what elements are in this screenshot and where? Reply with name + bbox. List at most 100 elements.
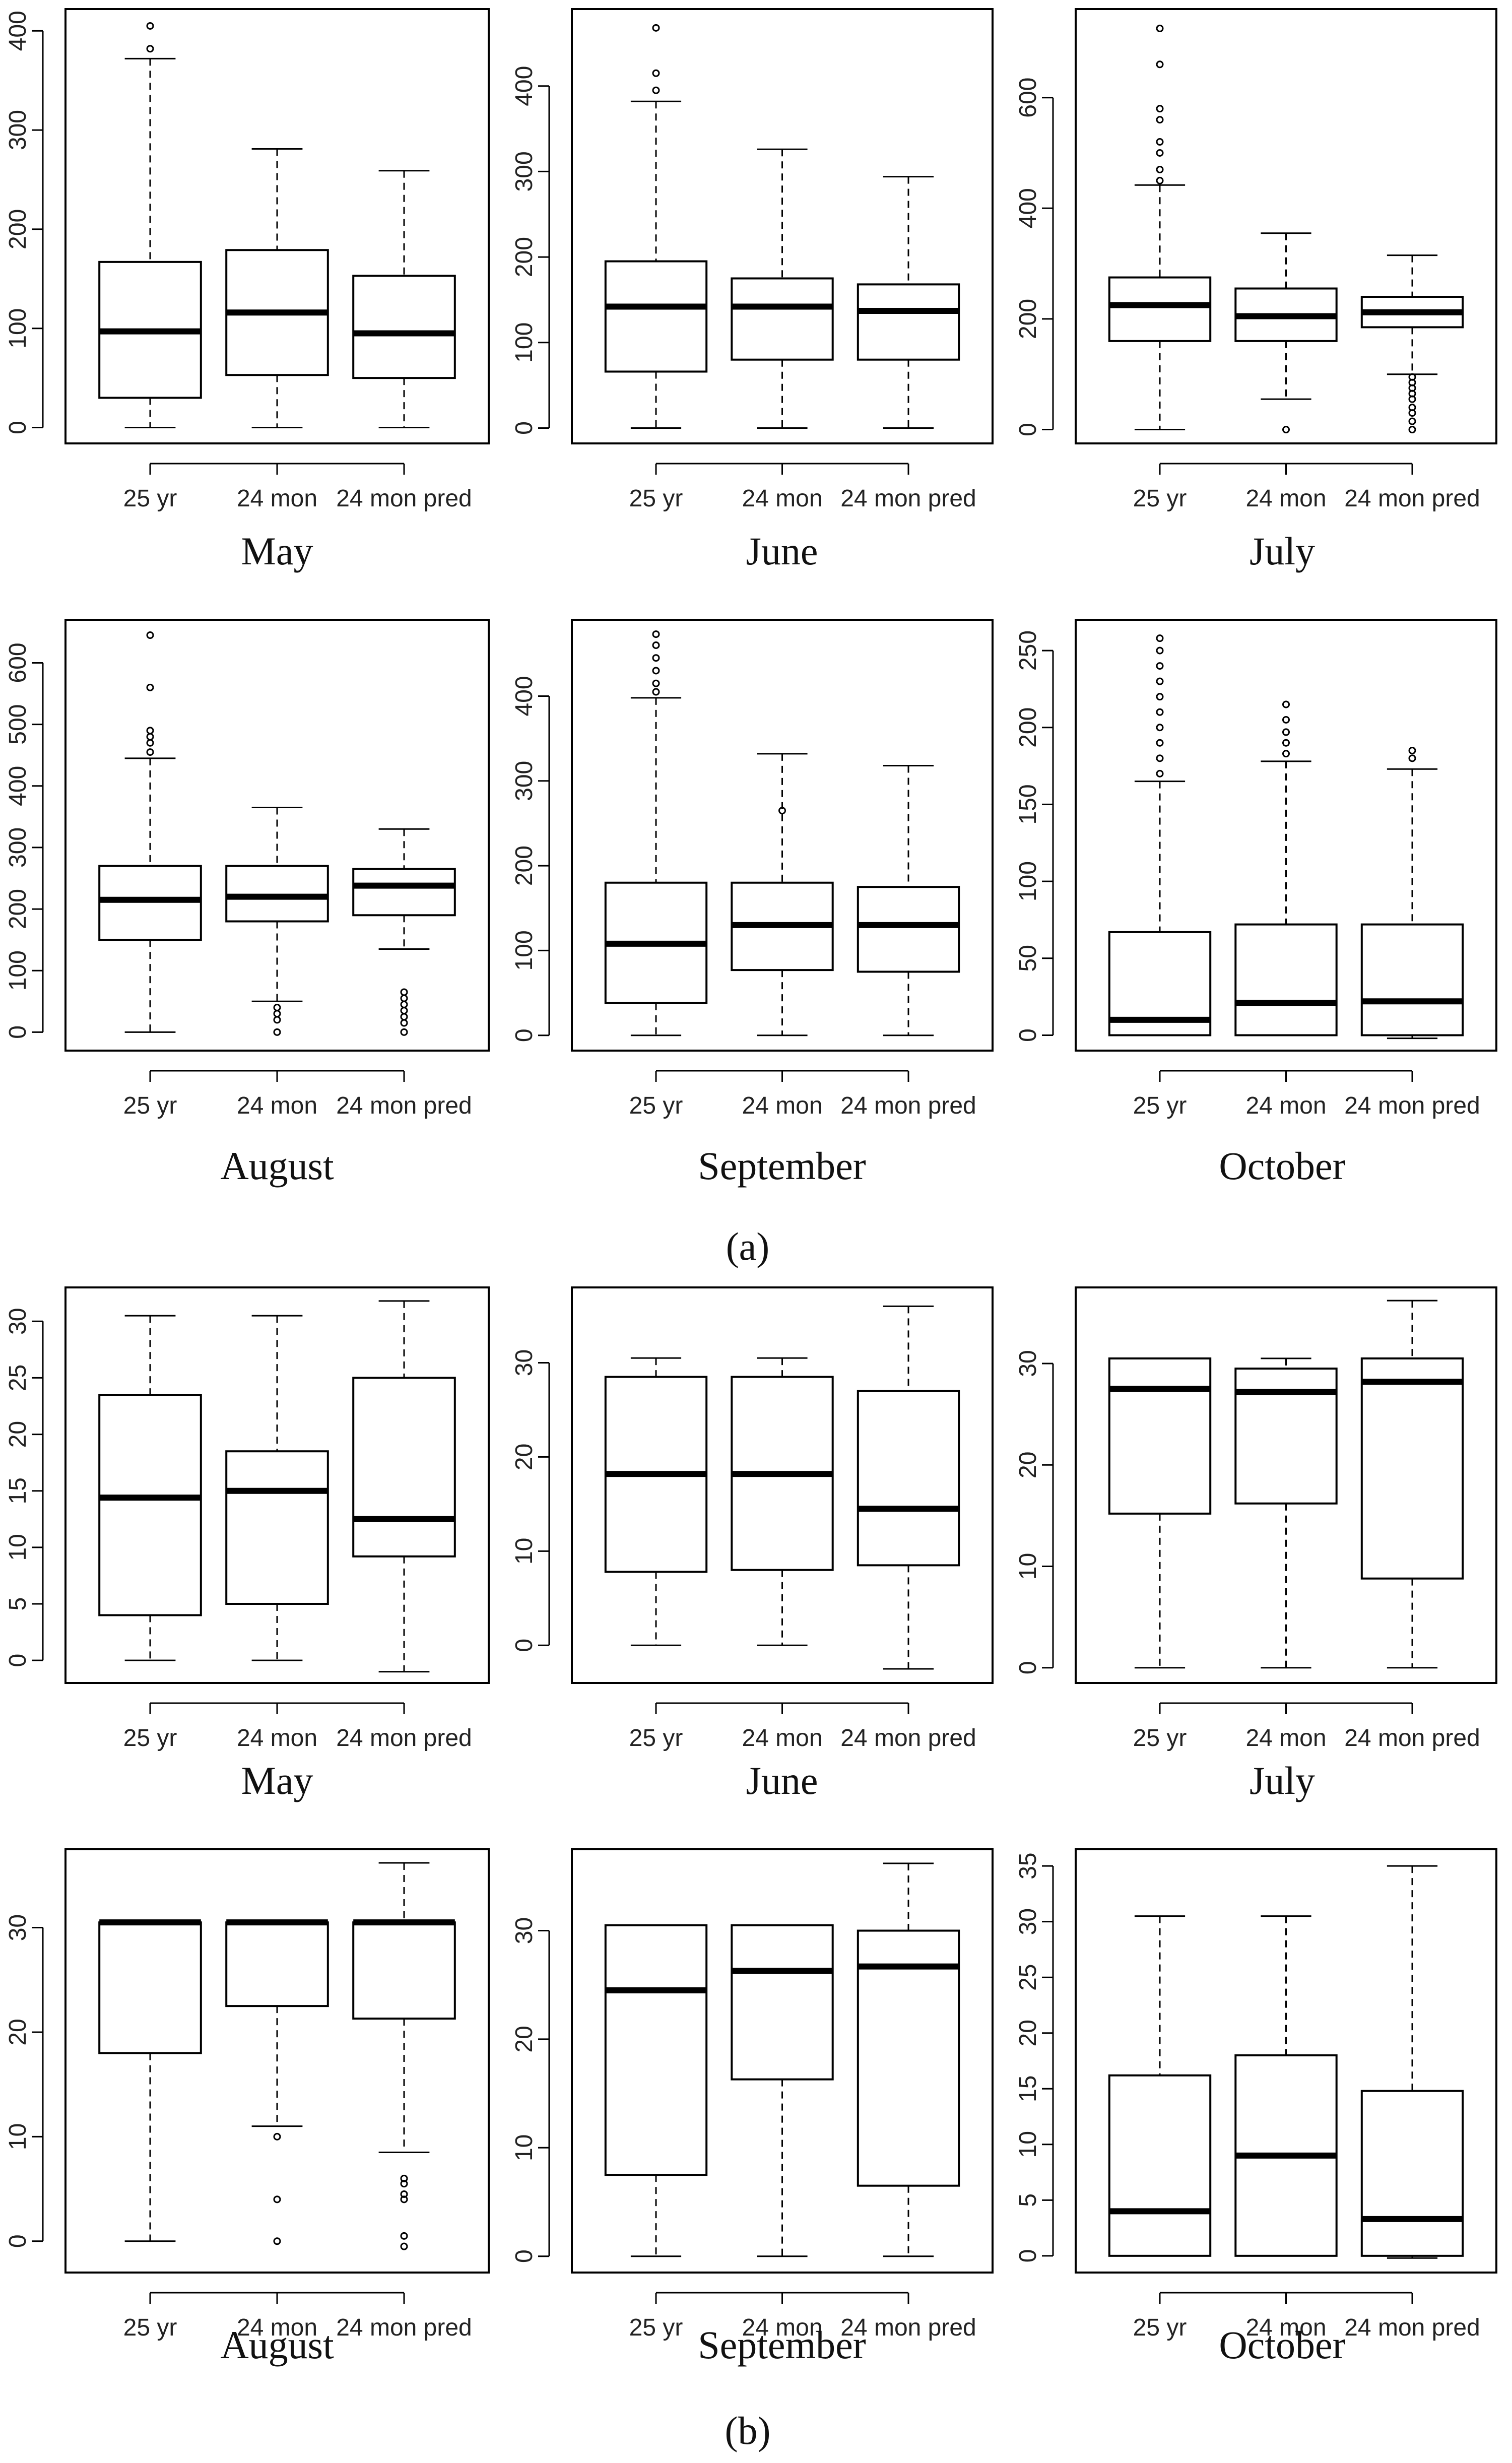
- month-title: August: [220, 2323, 334, 2367]
- boxplot-b-may: 0 5 10 15 20 25 30 25 yr 24 mon 24 mon pred May: [5, 1286, 490, 1802]
- outlier-point: [1156, 693, 1164, 701]
- outlier-point: [1156, 769, 1164, 777]
- outlier-point: [652, 654, 660, 662]
- box: [731, 277, 834, 361]
- outlier-point: [652, 630, 660, 638]
- y-tick-label: 0: [5, 2234, 31, 2248]
- boxplot-b-july: 0 10 20 30 25 yr 24 mon 24 mon pred July: [1015, 1286, 1497, 1802]
- y-tick-label: 400: [5, 11, 31, 51]
- outlier-point: [400, 1019, 408, 1027]
- boxplot-a-may: 0 100 200 300 400 25 yr 24 mon 24 mon pred May: [5, 8, 490, 573]
- outlier-point: [146, 22, 154, 30]
- outlier-point: [273, 2195, 281, 2203]
- y-tick-label: 400: [5, 766, 31, 806]
- x-tick-label: 24 mon pred: [336, 2314, 472, 2341]
- outlier-point: [146, 727, 154, 735]
- outlier-point: [778, 807, 786, 815]
- box: [98, 1921, 202, 2054]
- outlier-point: [146, 739, 154, 747]
- outlier-point: [1156, 634, 1164, 642]
- outlier-point: [1156, 646, 1164, 655]
- boxplot-a-september: 0 100 200 300 400 25 yr 24 mon 24 mon pred Septe…: [511, 619, 994, 1188]
- box: [352, 868, 456, 917]
- plot-frame: [1075, 1286, 1497, 1684]
- x-tick-label: 25 yr: [1133, 485, 1187, 512]
- y-tick-label: 200: [511, 846, 538, 886]
- y-tick-label: 0: [5, 1654, 31, 1667]
- box: [352, 275, 456, 379]
- y-tick-label: 35: [1015, 1852, 1041, 1879]
- x-tick-label: 24 mon pred: [1344, 485, 1480, 512]
- plot-frame: [571, 8, 994, 444]
- outlier-point: [400, 2195, 408, 2203]
- plot-frame: [64, 8, 490, 444]
- month-title: August: [220, 1144, 334, 1188]
- y-tick-label: 200: [1015, 707, 1041, 748]
- box: [857, 1929, 960, 2187]
- outlier-point: [652, 667, 660, 675]
- outlier-point: [1282, 716, 1290, 724]
- outlier-point: [400, 2242, 408, 2250]
- outlier-point: [1282, 700, 1290, 708]
- outlier-point: [1156, 138, 1164, 146]
- box: [1360, 923, 1464, 1036]
- outlier-point: [1156, 677, 1164, 685]
- y-tick-label: 30: [5, 1308, 31, 1335]
- outlier-point: [400, 1007, 408, 1015]
- outlier-point: [1156, 176, 1164, 184]
- y-tick-label: 10: [1015, 1553, 1041, 1580]
- outlier-point: [1156, 149, 1164, 157]
- panel-label-b: (b): [725, 2409, 771, 2452]
- month-title: May: [241, 1759, 313, 1802]
- boxplot-b-october: 0 5 10 15 20 25 30 35 25 yr 24 mon 24 mon predOcto…: [1015, 1848, 1497, 2367]
- month-title: September: [698, 2323, 866, 2367]
- x-tick-label: 25 yr: [629, 2314, 683, 2341]
- y-tick-label: 30: [511, 1349, 538, 1376]
- box: [1360, 2090, 1464, 2257]
- month-title: July: [1250, 1759, 1315, 1802]
- outlier-point: [1408, 373, 1416, 381]
- y-tick-label: 25: [1015, 1964, 1041, 1991]
- outlier-point: [273, 1028, 281, 1036]
- outlier-point: [652, 69, 660, 77]
- y-tick-label: 0: [5, 1025, 31, 1039]
- x-tick-label: 24 mon: [742, 1092, 822, 1119]
- y-tick-label: 30: [5, 1914, 31, 1941]
- y-tick-label: 400: [1015, 188, 1041, 228]
- outlier-point: [400, 1013, 408, 1021]
- outlier-point: [1282, 728, 1290, 736]
- plot-frame: [64, 619, 490, 1052]
- y-tick-label: 300: [511, 761, 538, 801]
- y-tick-label: 0: [1015, 1028, 1041, 1042]
- y-tick-label: 5: [5, 1597, 31, 1611]
- x-tick-label: 24 mon: [1245, 485, 1326, 512]
- plot-frame: [571, 1848, 994, 2274]
- box: [604, 1924, 708, 2176]
- month-title: June: [746, 1759, 818, 1802]
- x-tick-label: 24 mon: [1245, 1092, 1326, 1119]
- y-tick-label: 30: [1015, 1350, 1041, 1377]
- x-tick-label: 24 mon pred: [336, 1725, 472, 1752]
- outlier-point: [1156, 24, 1164, 32]
- y-tick-label: 10: [5, 1534, 31, 1561]
- x-tick-label: 24 mon: [742, 2314, 822, 2341]
- y-tick-label: 30: [511, 1917, 538, 1944]
- y-tick-label: 150: [1015, 784, 1041, 824]
- box: [1108, 2074, 1212, 2257]
- x-tick-label: 24 mon pred: [840, 2314, 976, 2341]
- month-title: October: [1219, 2323, 1345, 2367]
- box: [225, 1921, 329, 2007]
- boxplot-a-july: 0 200 400 600 25 yr 24 mon 24 mon pred July: [1015, 8, 1497, 573]
- box: [1108, 1357, 1212, 1515]
- outlier-point: [400, 994, 408, 1002]
- y-tick-label: 500: [5, 704, 31, 745]
- outlier-point: [273, 1010, 281, 1018]
- month-title: October: [1219, 1144, 1345, 1188]
- y-tick-label: 100: [5, 308, 31, 349]
- outlier-point: [1156, 708, 1164, 716]
- outlier-point: [1408, 417, 1416, 425]
- y-tick-label: 20: [1015, 2020, 1041, 2046]
- box: [604, 260, 708, 373]
- plot-frame: [571, 1286, 994, 1684]
